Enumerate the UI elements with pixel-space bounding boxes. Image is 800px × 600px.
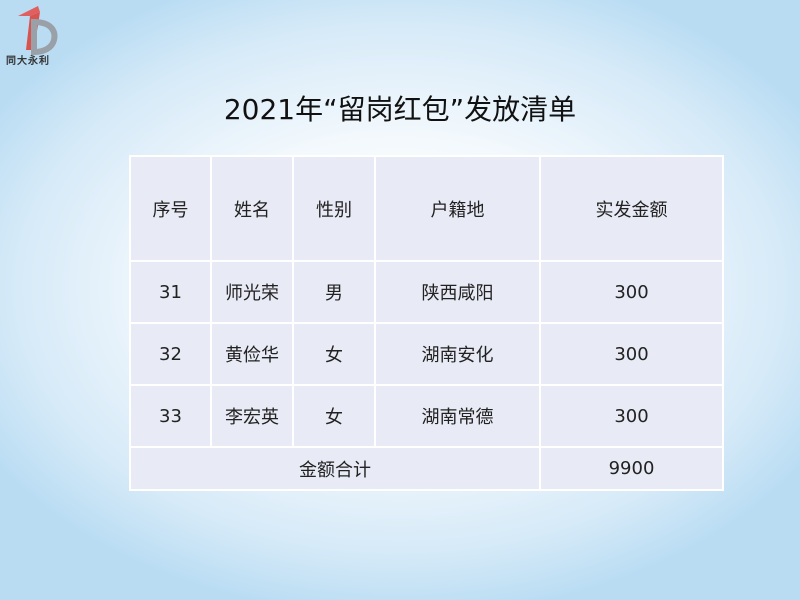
total-label: 金额合计 xyxy=(129,446,541,491)
cell: 男 xyxy=(292,260,376,324)
header-cell: 性别 xyxy=(292,155,376,262)
cell: 陕西咸阳 xyxy=(374,260,541,324)
cell: 黄俭华 xyxy=(210,322,294,386)
table-header-row: 序号 姓名 性别 户籍地 实发金额 xyxy=(129,155,724,262)
total-value: 9900 xyxy=(539,446,724,491)
table-row: 33 李宏英 女 湖南常德 300 xyxy=(129,384,724,448)
cell: 31 xyxy=(129,260,212,324)
table-row: 32 黄俭华 女 湖南安化 300 xyxy=(129,322,724,386)
header-cell: 姓名 xyxy=(210,155,294,262)
table-row: 31 师光荣 男 陕西咸阳 300 xyxy=(129,260,724,324)
payout-table: 序号 姓名 性别 户籍地 实发金额 31 师光荣 男 陕西咸阳 300 32 黄… xyxy=(129,155,724,491)
logo-text: 同大永利 xyxy=(6,56,50,67)
page-title: 2021年“留岗红包”发放清单 xyxy=(223,93,577,126)
cell: 湖南常德 xyxy=(374,384,541,448)
cell: 33 xyxy=(129,384,212,448)
header-cell: 户籍地 xyxy=(374,155,541,262)
header-cell: 实发金额 xyxy=(539,155,724,262)
cell: 师光荣 xyxy=(210,260,294,324)
cell: 32 xyxy=(129,322,212,386)
cell: 300 xyxy=(539,322,724,386)
company-logo xyxy=(18,6,58,56)
cell: 湖南安化 xyxy=(374,322,541,386)
total-row: 金额合计 9900 xyxy=(129,446,724,491)
cell: 300 xyxy=(539,384,724,448)
cell: 女 xyxy=(292,384,376,448)
cell: 300 xyxy=(539,260,724,324)
cell: 女 xyxy=(292,322,376,386)
cell: 李宏英 xyxy=(210,384,294,448)
header-cell: 序号 xyxy=(129,155,212,262)
